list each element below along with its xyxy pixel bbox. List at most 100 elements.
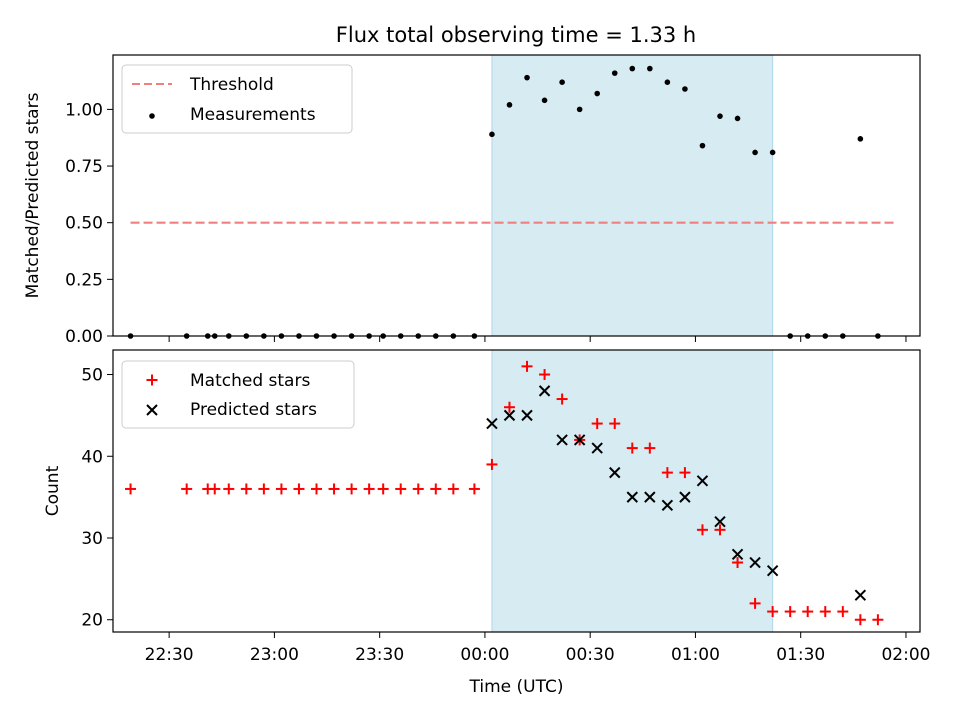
measurement-point bbox=[611, 70, 618, 76]
matched-star-point bbox=[209, 483, 221, 495]
predicted-star-point bbox=[538, 385, 551, 397]
matched-star-point bbox=[679, 467, 691, 479]
predicted-star-point bbox=[714, 515, 726, 528]
measurement-point bbox=[576, 106, 583, 113]
predicted-star-point-b bbox=[486, 417, 498, 430]
predicted-star-point-b bbox=[521, 409, 533, 422]
ratio-y-tick-label: 1.00 bbox=[65, 100, 103, 120]
chart-title: Flux total observing time = 1.33 h bbox=[336, 23, 696, 47]
predicted-star-point-b bbox=[591, 442, 603, 454]
measurement-point bbox=[594, 90, 600, 97]
measurement-point bbox=[769, 149, 776, 156]
matched-star-point bbox=[293, 483, 305, 495]
measurement-point bbox=[524, 74, 530, 81]
matched-star-point bbox=[486, 458, 498, 470]
count-y-label: Count bbox=[43, 465, 63, 516]
predicted-star-point-b bbox=[573, 434, 586, 446]
count-y-tick-label: 20 bbox=[81, 611, 103, 631]
predicted-star-point-b bbox=[661, 499, 674, 512]
legend-plus-marker bbox=[146, 374, 158, 386]
predicted-star-point bbox=[556, 434, 568, 446]
x-tick-label: 02:00 bbox=[881, 645, 930, 665]
matched-star-point bbox=[609, 418, 621, 430]
ratio-x-ticks bbox=[168, 336, 907, 342]
matched-star-point bbox=[556, 393, 568, 405]
matched-star-point bbox=[430, 483, 442, 495]
predicted-star-point bbox=[661, 499, 674, 512]
measurement-point bbox=[629, 65, 636, 72]
ratio-axes-frame bbox=[112, 54, 921, 337]
count-y-tick-label: 50 bbox=[81, 366, 103, 386]
matched-star-point bbox=[395, 483, 407, 495]
matched-star-point bbox=[819, 606, 831, 618]
predicted-star-point-b bbox=[714, 515, 726, 528]
predicted-star-point-b bbox=[731, 548, 744, 561]
legend-measurements-label: Measurements bbox=[190, 105, 316, 125]
measurement-point bbox=[682, 86, 688, 92]
x-tick-label: 22:30 bbox=[145, 645, 194, 665]
matched-star-point bbox=[837, 606, 849, 618]
legend-predicted-swatch bbox=[146, 404, 158, 416]
matched-star-point bbox=[447, 483, 459, 495]
predicted-star-point bbox=[573, 434, 586, 446]
matched-star-point bbox=[503, 401, 515, 413]
legend-threshold-label: Threshold bbox=[189, 75, 274, 95]
observing-span bbox=[491, 54, 774, 337]
predicted-star-point bbox=[626, 491, 638, 503]
predicted-star-point bbox=[591, 442, 603, 454]
predicted-star-point bbox=[749, 556, 761, 569]
count-legend-box bbox=[121, 360, 355, 429]
count-x-ticks: 22:30 23:00 23:30 00:00 00:30 01:00 01:30 02:00 bbox=[145, 632, 930, 665]
predicted-star-point-b bbox=[644, 491, 656, 503]
measurement-point bbox=[559, 79, 565, 85]
predicted-star-point-b bbox=[538, 385, 551, 397]
legend-matched-swatch bbox=[146, 374, 158, 386]
predicted-star-point bbox=[486, 417, 498, 430]
predicted-star-point-b bbox=[679, 491, 691, 503]
observing-span bbox=[491, 349, 774, 633]
matched-star-point bbox=[223, 483, 235, 495]
matched-star-point bbox=[412, 483, 424, 495]
x-tick-label: 00:30 bbox=[566, 645, 615, 665]
matched-star-point bbox=[802, 606, 814, 618]
count-y-tick-label: 30 bbox=[81, 529, 103, 549]
matched-star-point bbox=[591, 418, 603, 430]
predicted-star-point bbox=[521, 409, 533, 422]
matched-star-point bbox=[377, 483, 389, 495]
matched-star-point bbox=[732, 557, 744, 569]
predicted-star-point bbox=[731, 548, 744, 561]
predicted-star-point bbox=[503, 409, 516, 422]
matched-star-point bbox=[872, 614, 884, 626]
matched-star-point bbox=[539, 369, 551, 381]
matched-star-point bbox=[661, 467, 673, 479]
matched-star-point bbox=[468, 483, 480, 495]
count-y-ticks: 20 30 40 50 bbox=[81, 366, 113, 631]
matched-star-point bbox=[346, 483, 358, 495]
matched-star-point bbox=[714, 524, 726, 536]
measurement-point bbox=[506, 102, 513, 108]
legend-x-marker-b bbox=[146, 404, 158, 416]
ratio-y-tick-label: 0.25 bbox=[65, 270, 103, 290]
legend-measurements-swatch bbox=[149, 113, 155, 119]
matched-star-point bbox=[749, 597, 761, 609]
ratio-legend: Threshold Measurements bbox=[121, 64, 353, 134]
x-tick-label: 23:00 bbox=[250, 645, 299, 665]
measurement-point bbox=[717, 113, 723, 119]
predicted-star-point-b bbox=[556, 434, 568, 446]
measurement-point bbox=[664, 79, 671, 85]
matched-star-point bbox=[258, 483, 270, 495]
predicted-star-point-b bbox=[766, 564, 779, 577]
count-axes-frame bbox=[112, 349, 921, 633]
x-tick-label: 23:30 bbox=[355, 645, 404, 665]
measurement-point bbox=[857, 136, 864, 142]
predicted-star-point-b bbox=[749, 556, 761, 569]
count-y-tick-label: 40 bbox=[81, 447, 103, 467]
predicted-star-point-b bbox=[609, 466, 621, 479]
measurement-point bbox=[734, 115, 741, 122]
predicted-star-point-b bbox=[696, 475, 709, 487]
measurement-point bbox=[489, 131, 495, 138]
ratio-y-tick-label: 0.00 bbox=[65, 327, 103, 347]
predicted-star-point-b bbox=[854, 589, 867, 601]
matched-star-point bbox=[696, 524, 708, 536]
